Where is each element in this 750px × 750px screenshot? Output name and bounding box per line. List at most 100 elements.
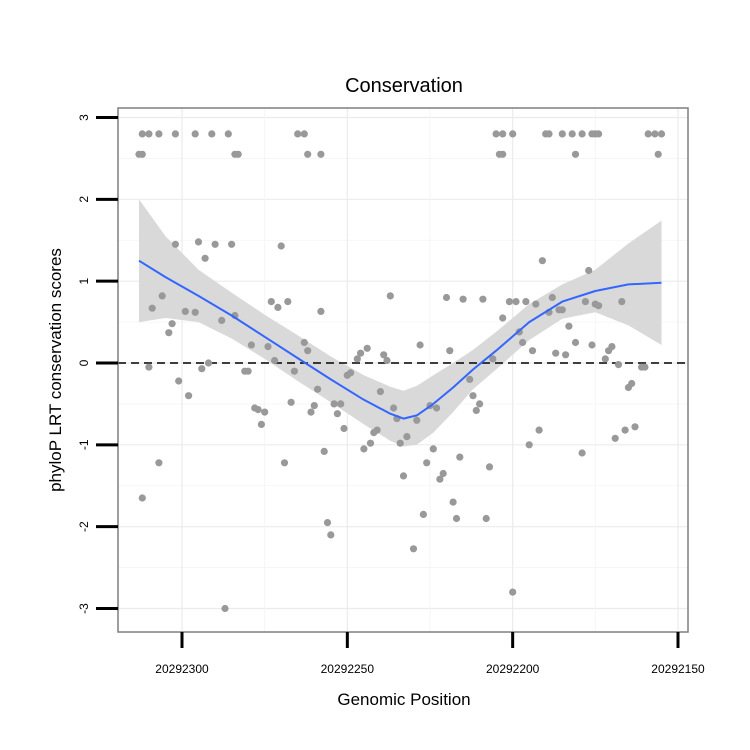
data-point: [482, 514, 490, 523]
data-point: [155, 459, 163, 467]
data-point: [254, 406, 262, 414]
data-point: [532, 300, 540, 308]
data-point: [373, 426, 381, 434]
data-point: [436, 475, 444, 483]
data-point: [442, 293, 451, 302]
data-point: [631, 423, 639, 431]
y-tick-label: 2: [77, 196, 91, 203]
data-point: [185, 392, 193, 400]
data-point: [499, 150, 507, 158]
y-tick-label: 1: [77, 278, 91, 285]
data-point: [337, 400, 345, 408]
data-point: [433, 404, 441, 412]
data-point: [654, 150, 662, 158]
data-point: [307, 408, 315, 416]
data-point: [353, 355, 361, 363]
data-point: [191, 130, 199, 138]
data-point: [588, 341, 596, 349]
smooth-line-layer: [138, 259, 662, 420]
data-point: [519, 338, 527, 347]
data-point: [466, 375, 474, 383]
data-point: [194, 238, 203, 246]
data-point: [300, 338, 308, 347]
data-point: [257, 420, 265, 428]
data-point: [211, 240, 219, 248]
data-point: [562, 351, 570, 359]
data-point: [545, 130, 553, 138]
data-point: [595, 130, 603, 138]
data-point: [522, 298, 530, 306]
data-point: [416, 341, 424, 349]
y-tick-label: -3: [77, 603, 91, 614]
data-point: [399, 472, 408, 480]
data-point: [287, 398, 295, 406]
data-point: [376, 388, 384, 396]
data-point: [155, 130, 163, 138]
data-point: [446, 347, 454, 355]
data-point: [284, 298, 292, 306]
data-point: [363, 344, 371, 352]
data-point: [171, 240, 179, 248]
data-point: [396, 439, 404, 447]
data-point: [208, 130, 216, 138]
y-tick-label: -2: [77, 521, 91, 532]
data-point: [485, 463, 494, 471]
data-point: [138, 150, 146, 158]
data-point: [489, 355, 497, 363]
chart-title: Conservation: [345, 75, 463, 97]
data-point: [294, 130, 302, 138]
data-point: [204, 359, 213, 367]
y-tick-label: -1: [77, 439, 91, 450]
data-point: [300, 130, 308, 138]
data-point: [277, 242, 285, 250]
data-point: [578, 449, 586, 457]
data-point: [456, 453, 464, 461]
y-tick-label: 3: [77, 114, 91, 121]
data-point: [409, 545, 418, 553]
data-point: [310, 402, 318, 410]
data-point: [505, 298, 513, 306]
data-point: [509, 130, 517, 138]
x-tick-label: 20292250: [321, 662, 375, 676]
data-point: [201, 254, 209, 262]
data-point: [304, 347, 312, 355]
data-point: [198, 365, 206, 373]
data-point: [333, 410, 341, 418]
data-point: [158, 292, 166, 300]
data-point: [641, 363, 649, 371]
data-point: [548, 293, 556, 302]
y-tick-label: 0: [77, 359, 91, 366]
data-point: [390, 404, 398, 412]
data-point: [327, 531, 335, 539]
data-point: [558, 306, 566, 314]
data-point: [175, 377, 183, 385]
data-point: [145, 130, 153, 138]
data-point: [323, 519, 332, 527]
data-point: [264, 343, 272, 351]
data-point: [221, 604, 229, 613]
data-point: [608, 343, 616, 351]
data-point: [512, 298, 520, 306]
data-point: [657, 130, 666, 138]
data-point: [403, 433, 411, 441]
data-point: [499, 130, 507, 138]
data-point: [138, 494, 146, 502]
data-point: [317, 307, 325, 315]
data-point: [578, 130, 586, 138]
data-point: [168, 320, 176, 328]
data-point: [138, 130, 146, 138]
data-point: [509, 588, 517, 596]
data-point: [472, 406, 480, 415]
data-point: [618, 298, 626, 306]
data-point: [234, 150, 242, 158]
data-point: [525, 441, 533, 449]
data-point: [476, 400, 484, 408]
data-point: [585, 266, 593, 275]
data-point: [601, 355, 609, 363]
data-point: [228, 240, 236, 248]
data-point: [413, 416, 421, 424]
data-point: [218, 316, 226, 324]
confidence-ribbon-layer: [139, 199, 662, 447]
x-axis-label: Genomic Position: [337, 690, 470, 709]
data-point: [568, 130, 576, 138]
